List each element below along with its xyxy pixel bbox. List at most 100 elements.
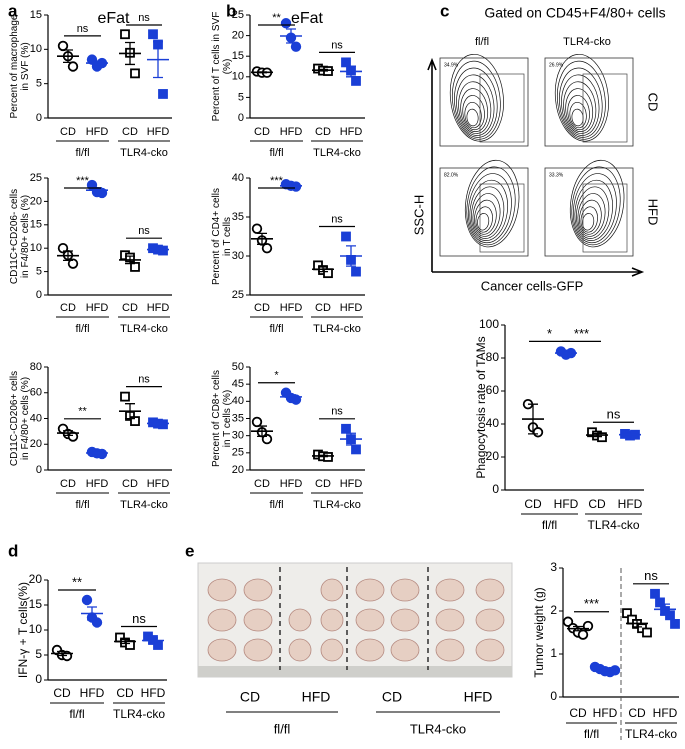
flow-gate-percent: 26.9% (549, 62, 564, 68)
x-tick-label: CD (315, 126, 331, 138)
photo-treatment-label: CD (382, 689, 402, 705)
group-label: fl/fl (75, 499, 89, 511)
significance-label: *** (270, 175, 284, 187)
data-point (130, 262, 140, 272)
x-tick-label: HFD (280, 302, 303, 314)
y-tick-label: 40 (486, 416, 500, 430)
group-label: TLR4-cko (313, 147, 361, 159)
y-tick-label: 15 (30, 219, 42, 231)
y-tick-label: 15 (232, 50, 244, 62)
error-bar (57, 650, 67, 657)
tumor (475, 638, 505, 662)
data-point (86, 179, 98, 191)
y-axis-label: in T cells (%) (222, 390, 233, 447)
y-tick-label: 0 (36, 464, 42, 476)
y-tick-label: 20 (232, 30, 244, 42)
x-tick-label: CD (315, 478, 331, 490)
y-axis-label: Percent of CD8+ cells (211, 370, 222, 467)
y-tick-label: 60 (486, 383, 500, 397)
flow-gate-percent: 34.9% (444, 62, 459, 68)
significance-label: ** (72, 574, 82, 589)
error-bar (257, 71, 267, 74)
data-point (323, 268, 333, 279)
flow-contour (579, 199, 602, 235)
data-point (642, 627, 652, 638)
flow-gate (479, 183, 525, 253)
y-tick-label: 25 (232, 9, 244, 21)
data-point (86, 54, 98, 65)
flow-contour (577, 193, 606, 237)
tumor (475, 608, 505, 632)
flow-axis-arrows (427, 57, 645, 277)
group-label: TLR4-cko (113, 707, 165, 721)
flow-contour (464, 159, 520, 248)
y-tick-label: 10 (30, 43, 42, 55)
error-bar (92, 451, 102, 455)
photo-group-label: fl/fl (274, 721, 291, 736)
error-bar (125, 403, 135, 420)
tumor (288, 638, 312, 662)
group-label: TLR4-cko (120, 323, 168, 335)
flow-contour (559, 67, 603, 138)
x-tick-label: HFD (86, 302, 109, 314)
data-point (577, 629, 589, 640)
x-tick-label: CD (254, 478, 270, 490)
y-tick-label: 25 (232, 447, 244, 459)
flow-contour (569, 159, 625, 248)
data-point (622, 608, 632, 619)
tumor (355, 608, 385, 632)
x-tick-label: CD (60, 478, 76, 490)
y-axis-label: CD11C+CD206- cells (9, 189, 20, 284)
y-tick-label: 0 (36, 112, 42, 124)
x-tick-label: HFD (141, 686, 166, 700)
flow-contour (569, 101, 587, 129)
flow-contour (456, 74, 495, 136)
tumor (435, 638, 465, 662)
tumor (355, 638, 385, 662)
significance-label: ns (331, 406, 343, 418)
x-tick-label: CD (315, 302, 331, 314)
y-tick-label: 1 (550, 646, 557, 660)
data-point (670, 619, 680, 629)
flow-contour (572, 173, 617, 244)
flow-row-label: HFD (646, 199, 661, 226)
y-tick-label: 20 (232, 464, 244, 476)
x-tick-label: CD (60, 126, 76, 138)
tumor (243, 608, 273, 632)
error-bar (120, 638, 130, 645)
y-tick-label: 50 (232, 361, 244, 373)
x-tick-label: CD (524, 497, 542, 511)
flow-contour (466, 108, 479, 127)
y-tick-label: 10 (232, 71, 244, 83)
flow-contour (574, 179, 614, 241)
group-label: TLR4-cko (587, 518, 639, 532)
error-bar (600, 668, 610, 672)
photo-group-label: TLR4-cko (410, 721, 466, 736)
flow-gate (582, 183, 628, 253)
data-point (120, 29, 130, 40)
x-tick-label: HFD (86, 126, 109, 138)
y-tick-label: 25 (232, 289, 244, 301)
y-tick-label: 15 (30, 9, 42, 21)
flow-contour (462, 95, 485, 131)
error-bar (318, 68, 328, 72)
error-bar (148, 637, 158, 644)
y-tick-label: 15 (29, 597, 43, 611)
data-point (351, 76, 361, 86)
x-tick-label: CD (254, 126, 270, 138)
y-axis-label: in F4/80+ cells (%) (20, 195, 31, 278)
data-point (130, 68, 140, 79)
error-bar (346, 432, 356, 446)
error-bar (632, 619, 642, 628)
y-tick-label: 10 (29, 622, 43, 636)
x-tick-label: CD (53, 686, 71, 700)
x-tick-label: CD (588, 497, 606, 511)
chart-title: eFat (97, 10, 130, 27)
tumor (435, 608, 465, 632)
tumor (207, 608, 237, 632)
group-label: fl/fl (584, 727, 599, 741)
y-tick-label: 0 (492, 482, 499, 496)
flow-contour (477, 213, 490, 231)
y-tick-label: 80 (30, 361, 42, 373)
significance-label: ns (331, 213, 343, 225)
